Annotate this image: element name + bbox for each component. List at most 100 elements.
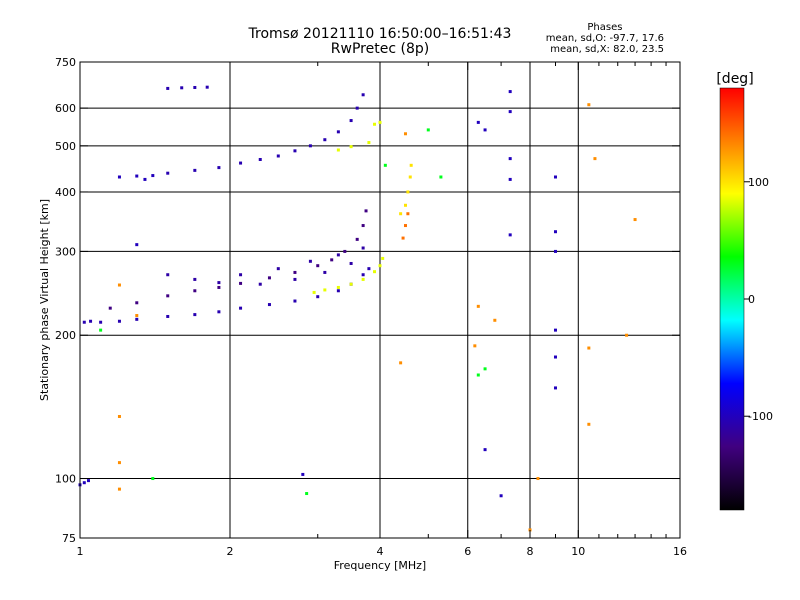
data-point [476, 120, 480, 124]
data-point [625, 333, 629, 337]
phases-mean-x: mean, sd,X: 82.0, 23.5 [550, 44, 664, 55]
y-tick-label: 500 [55, 140, 76, 153]
data-point [166, 314, 170, 318]
chart-title-line2: RwPretec (8p) [330, 41, 430, 57]
data-point [483, 367, 487, 371]
data-point [117, 487, 121, 491]
data-point [349, 261, 353, 265]
data-point [267, 276, 271, 280]
data-point [439, 175, 443, 179]
data-point [151, 477, 155, 481]
y-tick-label: 300 [55, 245, 76, 258]
data-point [135, 301, 139, 305]
x-tick-label: 1 [77, 545, 84, 558]
data-point [108, 306, 112, 310]
data-point [217, 281, 221, 285]
data-point [373, 270, 377, 274]
data-point [276, 154, 280, 158]
data-point [349, 119, 353, 123]
data-point [381, 256, 385, 260]
data-point [483, 448, 487, 452]
data-point [508, 233, 512, 237]
data-point [553, 249, 557, 253]
colorbar-tick-label: 0 [748, 293, 755, 306]
data-point [117, 461, 121, 465]
x-axis-label: Frequency [MHz] [334, 559, 426, 572]
y-tick-label: 750 [55, 56, 76, 69]
data-point [239, 273, 243, 277]
data-point [361, 93, 365, 97]
data-point [508, 157, 512, 161]
data-point [293, 270, 297, 274]
data-point [305, 492, 309, 496]
data-point [426, 128, 430, 132]
data-point [349, 282, 353, 286]
data-point [406, 212, 410, 216]
y-tick-label: 600 [55, 102, 76, 115]
x-tick-label: 16 [673, 545, 687, 558]
data-point [364, 209, 368, 213]
data-point [193, 313, 197, 317]
data-point [409, 163, 413, 167]
data-point [553, 328, 557, 332]
data-point [508, 90, 512, 94]
data-point [336, 148, 340, 152]
data-point [99, 320, 103, 324]
data-point [193, 85, 197, 89]
phases-mean-o: mean, sd,O: -97.7, 17.6 [545, 33, 664, 44]
x-tick-label: 6 [464, 545, 471, 558]
data-point [117, 175, 121, 179]
data-point [267, 303, 271, 307]
data-point [403, 132, 407, 136]
data-point [403, 224, 407, 228]
data-point [217, 285, 221, 289]
y-tick-label: 200 [55, 329, 76, 342]
data-point [166, 171, 170, 175]
data-point [587, 103, 591, 107]
data-point [361, 224, 365, 228]
x-tick-label: 10 [571, 545, 585, 558]
data-point [239, 306, 243, 310]
colorbar [719, 87, 745, 511]
data-point [323, 138, 327, 142]
data-point [553, 175, 557, 179]
data-point [473, 344, 477, 348]
data-point [82, 481, 86, 485]
colorbar-ticks: 100 0 -100 [744, 176, 773, 423]
data-point [361, 277, 365, 281]
data-point [355, 237, 359, 241]
data-point [399, 361, 403, 365]
data-point [553, 386, 557, 390]
data-point [308, 259, 312, 263]
data-point [89, 319, 93, 323]
data-point [367, 267, 371, 271]
data-point [499, 494, 503, 498]
data-point [217, 310, 221, 314]
data-point [399, 212, 403, 216]
data-point [323, 288, 327, 292]
colorbar-label: [deg] [716, 71, 753, 87]
phases-summary: Phases mean, sd,O: -97.7, 17.6 mean, sd,… [546, 22, 664, 55]
data-point [401, 236, 405, 240]
grid-lines [80, 62, 680, 538]
x-tick-label: 4 [377, 545, 384, 558]
data-point [406, 190, 410, 194]
data-point [508, 110, 512, 114]
data-point [493, 318, 497, 322]
data-point [301, 472, 305, 476]
data-point [508, 177, 512, 181]
data-point [205, 85, 209, 89]
y-axis-label: Stationary phase Virtual Height [km] [38, 199, 51, 401]
data-point [166, 273, 170, 277]
data-point [343, 249, 347, 253]
data-point [378, 120, 382, 124]
data-point [135, 174, 139, 178]
y-tick-label: 100 [55, 473, 76, 486]
data-point [308, 144, 312, 148]
data-point [312, 290, 316, 294]
y-tick-label: 75 [62, 532, 76, 545]
data-point [355, 106, 359, 110]
y-tick-label: 400 [55, 186, 76, 199]
data-point [476, 373, 480, 377]
